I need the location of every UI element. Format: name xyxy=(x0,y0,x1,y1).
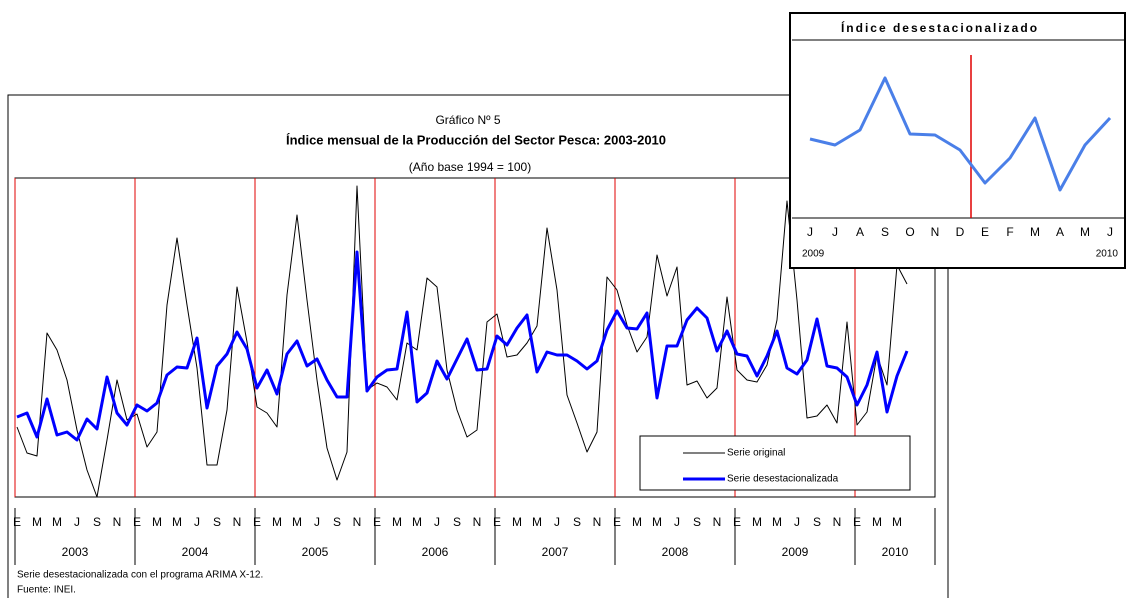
x-tick-label: S xyxy=(453,515,461,529)
x-tick-label: M xyxy=(872,515,882,529)
x-tick-label: M xyxy=(1080,225,1090,239)
x-tick-label: E xyxy=(853,515,861,529)
x-tick-label: A xyxy=(1056,225,1064,239)
data-line xyxy=(16,185,908,498)
x-tick-label: M xyxy=(512,515,522,529)
x-tick-label: S xyxy=(333,515,341,529)
year-label: 2004 xyxy=(182,545,209,559)
x-tick-label: J xyxy=(74,515,80,529)
x-tick-label: J xyxy=(314,515,320,529)
x-tick-label: M xyxy=(752,515,762,529)
legend xyxy=(639,435,911,491)
x-tick-label: N xyxy=(233,515,242,529)
year-label: 2006 xyxy=(422,545,449,559)
x-tick-label: E xyxy=(493,515,501,529)
chart-note: (Año base 1994 = 100) xyxy=(409,160,531,174)
legend-items: Serie original Serie desestacionalizada xyxy=(683,448,839,485)
x-tick-label: M xyxy=(772,515,782,529)
x-tick-label: J xyxy=(807,225,813,239)
legend-label: Serie desestacionalizada xyxy=(727,474,839,485)
year-label: 2009 xyxy=(782,545,809,559)
x-tick-label: J xyxy=(674,515,680,529)
x-tick-label: E xyxy=(733,515,741,529)
x-tick-label: J xyxy=(554,515,560,529)
year-label: 2008 xyxy=(662,545,689,559)
x-tick-label: E xyxy=(133,515,141,529)
x-tick-label: S xyxy=(93,515,101,529)
x-tick-label: M xyxy=(532,515,542,529)
x-tick-label: M xyxy=(152,515,162,529)
x-tick-label: M xyxy=(32,515,42,529)
x-tick-label: M xyxy=(632,515,642,529)
x-tick-label: N xyxy=(473,515,482,529)
x-tick-label: N xyxy=(931,225,940,239)
x-tick-label: N xyxy=(353,515,362,529)
x-tick-label: E xyxy=(981,225,989,239)
inset-chart: J J A S O N D E F M A M J 2009 2010 xyxy=(802,76,1119,260)
x-tick-label: J xyxy=(434,515,440,529)
x-tick-label: M xyxy=(52,515,62,529)
x-tick-label: J xyxy=(832,225,838,239)
x-tick-label: J xyxy=(1107,225,1113,239)
data-line xyxy=(16,250,909,442)
x-tick-label: M xyxy=(272,515,282,529)
footnote: Serie desestacionalizada con el programa… xyxy=(17,570,263,581)
x-tick-label: M xyxy=(292,515,302,529)
x-tick-label: S xyxy=(813,515,821,529)
year-label: 2005 xyxy=(302,545,329,559)
x-tick-label: M xyxy=(1030,225,1040,239)
chart-title: Gráfico Nº 5 xyxy=(435,113,500,127)
year-label: 2007 xyxy=(542,545,569,559)
x-tick-label: N xyxy=(593,515,602,529)
year-label: 2003 xyxy=(62,545,89,559)
x-tick-label: J xyxy=(794,515,800,529)
x-tick-label: N xyxy=(713,515,722,529)
inset-title: Índice desestacionalizado xyxy=(841,20,1039,35)
x-tick-label: N xyxy=(833,515,842,529)
x-tick-label: A xyxy=(856,225,864,239)
inset-frame xyxy=(789,12,1126,269)
chart-subtitle: Índice mensual de la Producción del Sect… xyxy=(286,132,666,147)
x-tick-label: F xyxy=(1006,225,1013,239)
x-tick-label: E xyxy=(253,515,261,529)
x-tick-label: D xyxy=(956,225,965,239)
x-tick-label: N xyxy=(113,515,122,529)
x-tick-label: M xyxy=(412,515,422,529)
legend-label: Serie original xyxy=(727,448,785,459)
data-line xyxy=(809,76,1112,192)
x-tick-label: O xyxy=(905,225,914,239)
x-tick-label: M xyxy=(892,515,902,529)
x-tick-label: S xyxy=(573,515,581,529)
x-tick-label: E xyxy=(613,515,621,529)
x-tick-label: M xyxy=(392,515,402,529)
year-label: 2010 xyxy=(1096,249,1119,260)
x-tick-label: M xyxy=(172,515,182,529)
x-tick-label: S xyxy=(881,225,889,239)
x-tick-label: M xyxy=(652,515,662,529)
x-tick-label: J xyxy=(194,515,200,529)
x-tick-label: E xyxy=(373,515,381,529)
x-tick-label: S xyxy=(693,515,701,529)
year-label: 2010 xyxy=(882,545,909,559)
footnote: Fuente: INEI. xyxy=(17,585,76,596)
x-tick-label: E xyxy=(13,515,21,529)
year-label: 2009 xyxy=(802,249,825,260)
x-tick-label: S xyxy=(213,515,221,529)
